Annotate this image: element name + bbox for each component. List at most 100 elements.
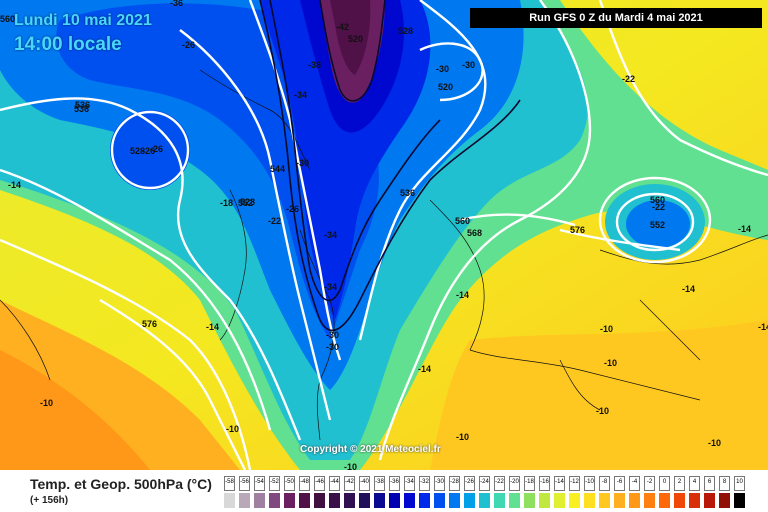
legend-color-swatch — [254, 493, 265, 508]
legend-color-swatch — [554, 493, 565, 508]
temp-label: -14 — [682, 284, 695, 294]
legend-value-label: -4 — [631, 479, 638, 485]
legend-value-box — [539, 476, 550, 491]
legend-value-label: -28 — [450, 479, 459, 485]
geo-label: 528 — [130, 146, 145, 156]
contour-560-cell — [598, 176, 712, 264]
legend-value-box — [719, 476, 730, 491]
geo-label: 576 — [142, 319, 157, 329]
legend-color-swatch — [644, 493, 655, 508]
temp-label: -10 — [456, 432, 469, 442]
legend-color-swatch — [239, 493, 250, 508]
legend-color-swatch — [494, 493, 505, 508]
legend-value-label: -20 — [510, 479, 519, 485]
legend-value-box — [404, 476, 415, 491]
legend-color-swatch — [389, 493, 400, 508]
isotherm-minus-30 — [259, 0, 521, 332]
forecast-lead-time: (+ 156h) — [30, 495, 69, 506]
legend-value-box — [329, 476, 340, 491]
temp-label: -14 — [738, 224, 751, 234]
geo-label: 552 — [650, 220, 665, 230]
legend-value-box — [254, 476, 265, 491]
temp-label: -22 — [268, 216, 281, 226]
legend-value-label: -58 — [225, 479, 234, 485]
legend-value-box — [359, 476, 370, 491]
geo-label: 536 — [400, 188, 415, 198]
legend-color-swatch — [269, 493, 280, 508]
geo-label: 520 — [438, 82, 453, 92]
legend-value-label: -42 — [345, 479, 354, 485]
legend-value-box — [449, 476, 460, 491]
legend-color-swatch — [584, 493, 595, 508]
coast-black-sea — [639, 299, 701, 361]
legend-value-label: -48 — [300, 479, 309, 485]
legend-value-label: -54 — [255, 479, 264, 485]
temp-label: -34 — [294, 90, 307, 100]
temp-label: -10 — [708, 438, 721, 448]
contour-528 — [358, 0, 487, 341]
contour-568 — [0, 238, 252, 470]
temp-label: -22 — [622, 74, 635, 84]
temp-label: -34 — [324, 282, 337, 292]
legend-color-swatch — [689, 493, 700, 508]
temp-label: -30 — [436, 64, 449, 74]
legend-value-label: -16 — [540, 479, 549, 485]
temp-label: -30 — [326, 342, 339, 352]
temp-label: -26 — [286, 204, 299, 214]
warm-area-south — [430, 320, 768, 470]
legend-value-label: 4 — [692, 479, 697, 485]
legend-color-swatch — [704, 493, 715, 508]
legend-color-swatch — [719, 493, 730, 508]
legend-color-swatch — [674, 493, 685, 508]
legend-value-box — [269, 476, 280, 491]
legend-value-box — [284, 476, 295, 491]
legend-value-label: 10 — [736, 479, 743, 485]
isotherm-minus-38 — [319, 0, 386, 102]
temp-label: -10 — [604, 358, 617, 368]
temperature-labels: -36 -42 -38 -30 -30 -34 -26 -26 -30 -26 … — [8, 0, 768, 470]
coast-russia — [599, 234, 768, 265]
geo-label: 536 — [74, 104, 89, 114]
legend-value-box — [704, 476, 715, 491]
legend-color-swatch — [404, 493, 415, 508]
temp-label: -14 — [758, 322, 768, 332]
legend-value-label: -18 — [525, 479, 534, 485]
legend-color-swatch — [614, 493, 625, 508]
coast-greenland — [199, 69, 311, 171]
legend-value-box — [509, 476, 520, 491]
isotherm-minus-34 — [269, 0, 441, 302]
legend-value-label: -24 — [480, 479, 489, 485]
isotherms — [259, 0, 521, 332]
legend-value-box — [344, 476, 355, 491]
legend-value-label: -22 — [495, 479, 504, 485]
geo-label: 568 — [467, 228, 482, 238]
temp-label: -34 — [324, 230, 337, 240]
cold-cell-east-core — [626, 200, 690, 248]
geo-label: 552 — [238, 198, 253, 208]
legend-value-box — [569, 476, 580, 491]
legend-value-box — [689, 476, 700, 491]
contour-536 — [248, 0, 342, 361]
coastlines — [0, 69, 768, 441]
contour-544 — [179, 29, 332, 421]
geo-label: 560 — [0, 14, 15, 24]
temp-label: -26 — [150, 144, 163, 154]
temperature-geopotential-map: 536 528 520 528 520 536 528 544 552 536 … — [0, 0, 768, 470]
legend-value-label: -44 — [330, 479, 339, 485]
geo-label: 528 — [240, 197, 255, 207]
cold-cell-northwest — [110, 110, 190, 190]
color-legend: -58 -56 -54 -52 -50 -48 -46 -44 -42 -40 -38 -36 -34-… — [224, 476, 752, 510]
legend-value-box — [644, 476, 655, 491]
cold-core-center — [330, 0, 371, 75]
coast-europe-south — [469, 349, 701, 401]
geo-label: 560 — [650, 195, 665, 205]
legend-color-swatch — [509, 493, 520, 508]
legend-value-label: 0 — [662, 479, 667, 485]
legend-value-label: 2 — [677, 479, 682, 485]
legend-value-box — [629, 476, 640, 491]
legend-value-label: -36 — [390, 479, 399, 485]
temp-label: -14 — [456, 290, 469, 300]
legend-value-box — [299, 476, 310, 491]
legend-color-swatch — [524, 493, 535, 508]
